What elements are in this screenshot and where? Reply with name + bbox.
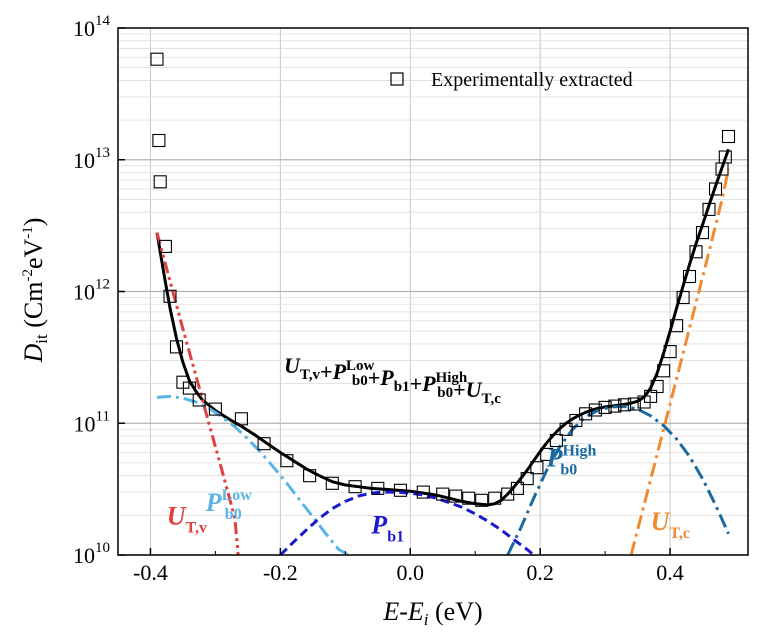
curve-label-1: PLow b0: [205, 487, 253, 523]
data-point: [325, 476, 339, 490]
data-point: [153, 175, 167, 189]
data-point: [257, 437, 271, 451]
x-axis-title: E-Ei (eV): [382, 597, 482, 629]
axis-ticks: -0.4 -0.2 0.0 0.2 0.4 1010 1011 1012 1013 1014: [73, 13, 684, 585]
data-point: [540, 447, 554, 461]
data-point: [618, 398, 632, 412]
model-sum-label: UT,v+PLow b0+Pb1+PHigh b0+UT,c: [284, 353, 501, 407]
series-line-6: [629, 168, 730, 555]
data-point: [549, 433, 563, 448]
y-tick-label: 1014: [73, 13, 111, 41]
data-point: [559, 422, 573, 436]
data-point: [657, 364, 671, 378]
data-point: [721, 129, 736, 144]
data-point: [663, 345, 677, 359]
data-point: [608, 399, 622, 413]
legend-marker-open-square: [390, 72, 404, 86]
data-point: [303, 469, 317, 483]
series-line-4: [279, 490, 535, 555]
data-point: [416, 485, 430, 499]
x-tick-label: -0.4: [133, 560, 168, 585]
curve-label-2: Pb1: [370, 511, 404, 546]
data-point: [158, 239, 172, 253]
data-point: [462, 491, 476, 505]
x-tick-label: 0.4: [656, 560, 684, 585]
data-point: [208, 402, 222, 416]
y-axis-title: Dit (Cm-2eV-1): [19, 218, 51, 364]
data-point: [530, 461, 544, 475]
data-point: [708, 182, 723, 196]
legend: Experimentally extracted: [390, 69, 633, 91]
data-point: [163, 289, 177, 303]
curve-label-4: UT,c: [651, 507, 690, 542]
data-point: [348, 480, 362, 494]
y-tick-label: 1010: [73, 540, 110, 568]
data-point: [682, 269, 697, 284]
y-tick-label: 1012: [73, 277, 110, 305]
data-point: [371, 481, 385, 495]
data-point: [520, 472, 534, 486]
data-point: [510, 481, 524, 495]
data-point: [169, 340, 184, 354]
x-tick-label: -0.2: [263, 560, 298, 585]
curve-label-0: UT,v: [167, 502, 207, 537]
data-point: [150, 52, 164, 66]
data-point: [702, 202, 716, 216]
data-point: [598, 400, 612, 414]
data-point: [569, 413, 583, 428]
data-point: [192, 393, 206, 407]
data-point: [695, 226, 710, 240]
data-point: [182, 381, 196, 395]
series-layer: [150, 52, 736, 555]
series-line-2: [155, 232, 240, 555]
y-tick-label: 1011: [74, 408, 110, 436]
data-point: [579, 407, 593, 421]
series-line-3: [156, 394, 350, 555]
data-point: [627, 397, 641, 411]
x-tick-label: 0.2: [526, 560, 554, 585]
x-tick-label: 0.0: [397, 560, 425, 585]
data-point: [718, 150, 732, 164]
data-point: [670, 319, 684, 333]
data-point: [393, 483, 408, 497]
data-point: [449, 489, 463, 503]
data-point: [588, 403, 602, 417]
y-tick-label: 1013: [73, 145, 110, 173]
data-point: [436, 487, 450, 501]
data-point: [280, 454, 294, 468]
data-point: [488, 491, 502, 505]
data-point: [152, 133, 166, 148]
data-point: [676, 290, 690, 305]
data-point: [650, 379, 664, 394]
curve-label-3: PHigh b0: [546, 442, 597, 478]
legend-label-experimental: Experimentally extracted: [431, 69, 633, 91]
data-point: [234, 412, 248, 426]
data-point: [689, 245, 703, 259]
data-point: [475, 493, 489, 507]
